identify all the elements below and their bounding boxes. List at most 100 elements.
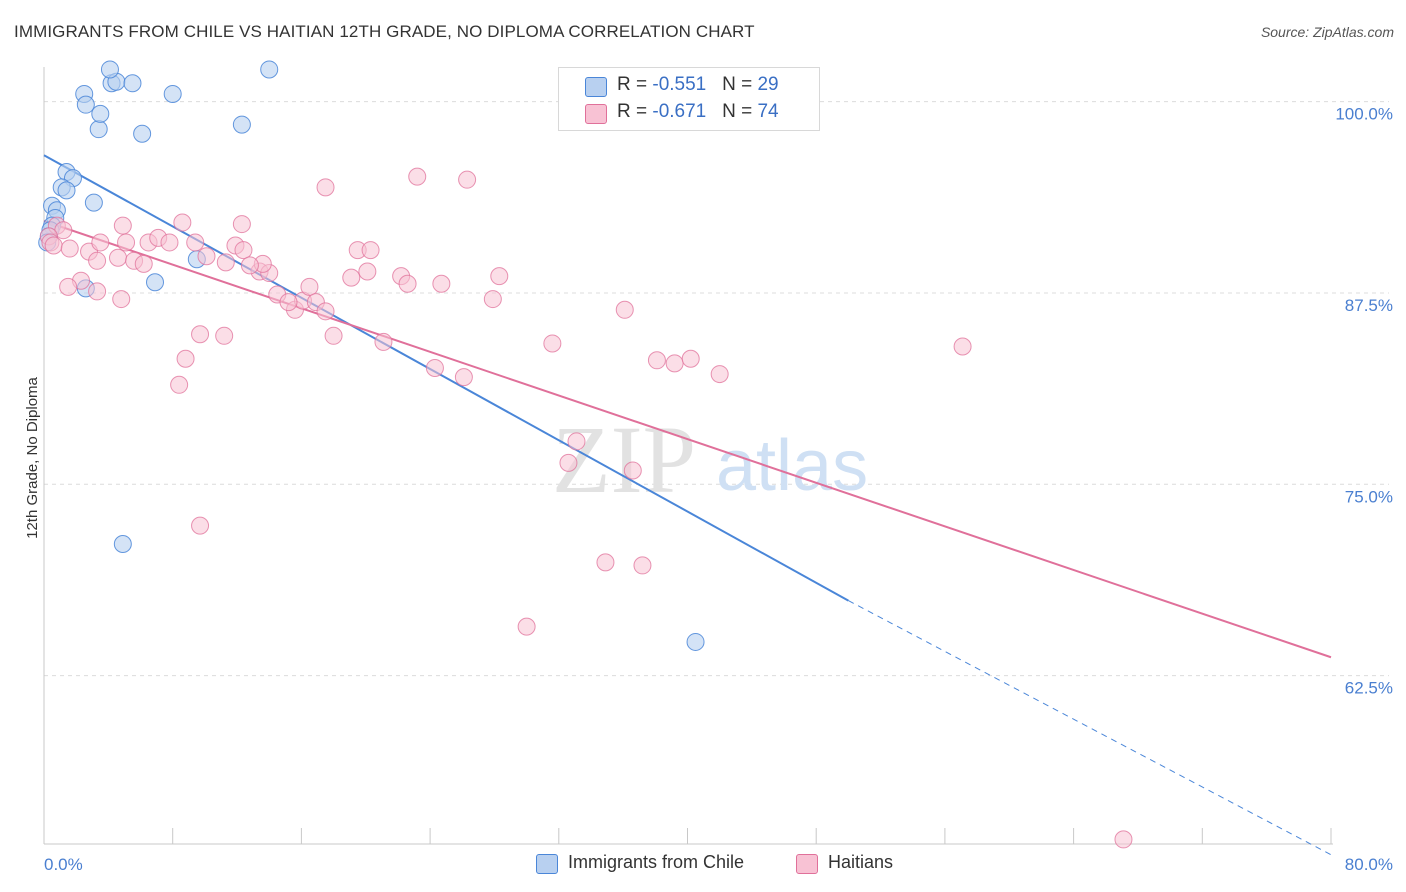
data-point-haitians <box>316 302 335 321</box>
legend: R = -0.551 N = 29 R = -0.671 N = 74 <box>558 67 820 131</box>
legend-r-label: R = <box>617 101 653 122</box>
data-point-chile <box>260 60 279 79</box>
watermark-atlas: atlas <box>716 426 868 506</box>
data-point-haitians <box>398 274 417 293</box>
data-point-haitians <box>615 300 634 319</box>
y-tick-label: 87.5% <box>1345 296 1393 315</box>
data-point-haitians <box>91 233 110 252</box>
data-point-haitians <box>186 233 205 252</box>
data-point-haitians <box>215 326 234 345</box>
data-point-haitians <box>134 254 153 273</box>
source-label: Source: ZipAtlas.com <box>1260 24 1394 40</box>
data-point-haitians <box>160 233 179 252</box>
data-point-haitians <box>197 247 216 266</box>
legend-n-label: N = <box>722 74 758 95</box>
data-point-chile <box>146 273 165 292</box>
data-point-haitians <box>44 236 63 255</box>
data-point-haitians <box>710 365 729 384</box>
bottom-legend-label-haitians: Haitians <box>828 852 894 872</box>
data-point-haitians <box>170 375 189 394</box>
data-point-haitians <box>88 251 107 270</box>
data-point-haitians <box>374 332 393 351</box>
series-haitians-points <box>39 167 1133 849</box>
data-point-haitians <box>559 453 578 472</box>
y-tick-label: 62.5% <box>1345 679 1393 698</box>
data-point-haitians <box>112 290 131 309</box>
data-point-haitians <box>88 282 107 301</box>
data-point-haitians <box>232 215 251 234</box>
data-point-haitians <box>176 349 195 368</box>
y-axis-label: 12th Grade, No Diploma <box>24 376 41 538</box>
data-point-haitians <box>191 516 210 535</box>
data-point-chile <box>123 74 142 93</box>
data-point-chile <box>84 193 103 212</box>
chart-title: IMMIGRANTS FROM CHILE VS HAITIAN 12TH GR… <box>14 22 755 41</box>
legend-r-value: -0.671 <box>652 101 707 122</box>
legend-r-label: R = <box>617 74 653 95</box>
data-point-chile <box>76 95 95 114</box>
data-point-chile <box>232 115 251 134</box>
data-point-haitians <box>113 216 132 235</box>
data-point-chile <box>89 120 108 139</box>
data-point-haitians <box>567 432 586 451</box>
data-point-haitians <box>596 553 615 572</box>
x-tick-label-start: 0.0% <box>44 855 83 874</box>
data-point-haitians <box>454 368 473 387</box>
data-point-chile <box>686 632 705 651</box>
data-point-haitians <box>316 178 335 197</box>
data-point-haitians <box>342 268 361 287</box>
legend-swatch-haitians <box>585 104 607 124</box>
legend-r-value: -0.551 <box>652 74 707 95</box>
watermark: ZIP atlas <box>552 406 868 513</box>
trendline-haitians <box>43 220 1332 659</box>
legend-n-value: 29 <box>757 74 779 95</box>
data-point-haitians <box>279 293 298 312</box>
data-point-haitians <box>681 349 700 368</box>
data-point-haitians <box>425 358 444 377</box>
data-point-haitians <box>483 290 502 309</box>
data-point-haitians <box>173 213 192 232</box>
data-point-haitians <box>647 351 666 370</box>
bottom-legend-swatch-chile <box>536 854 558 874</box>
legend-n-label: N = <box>722 101 758 122</box>
data-point-chile <box>100 60 119 79</box>
data-point-chile <box>113 534 132 553</box>
data-point-haitians <box>408 167 427 186</box>
data-point-chile <box>91 104 110 123</box>
data-point-haitians <box>300 277 319 296</box>
data-point-haitians <box>234 241 253 260</box>
data-point-haitians <box>665 354 684 373</box>
data-point-haitians <box>358 262 377 281</box>
bottom-legend-swatch-haitians <box>796 854 818 874</box>
bottom-legend-label-chile: Immigrants from Chile <box>568 852 745 872</box>
data-point-haitians <box>432 274 451 293</box>
data-point-haitians <box>1114 830 1133 849</box>
tick-labels: 62.5% 75.0% 87.5% 100.0% 0.0% 80.0% <box>44 105 1393 874</box>
data-point-haitians <box>953 337 972 356</box>
data-point-haitians <box>59 277 78 296</box>
x-tick-label-end: 80.0% <box>1345 855 1393 874</box>
data-point-haitians <box>490 267 509 286</box>
data-point-haitians <box>361 241 380 260</box>
y-tick-label: 100.0% <box>1335 105 1393 124</box>
data-point-haitians <box>216 253 235 272</box>
data-point-haitians <box>623 461 642 480</box>
data-point-haitians <box>117 233 136 252</box>
legend-swatch-chile <box>585 77 607 97</box>
y-tick-label: 75.0% <box>1345 487 1393 506</box>
data-point-haitians <box>240 256 259 275</box>
legend-n-value: 74 <box>757 101 779 122</box>
data-point-haitians <box>109 248 128 267</box>
trendline-chile-extension <box>848 600 1332 856</box>
data-point-chile <box>133 124 152 143</box>
data-point-haitians <box>543 334 562 353</box>
data-point-haitians <box>633 556 652 575</box>
data-point-chile <box>57 181 76 200</box>
data-point-haitians <box>324 326 343 345</box>
data-point-haitians <box>517 617 536 636</box>
data-point-haitians <box>191 325 210 344</box>
data-point-haitians <box>458 170 477 189</box>
grid-lines <box>44 101 1389 677</box>
data-point-chile <box>163 84 182 103</box>
